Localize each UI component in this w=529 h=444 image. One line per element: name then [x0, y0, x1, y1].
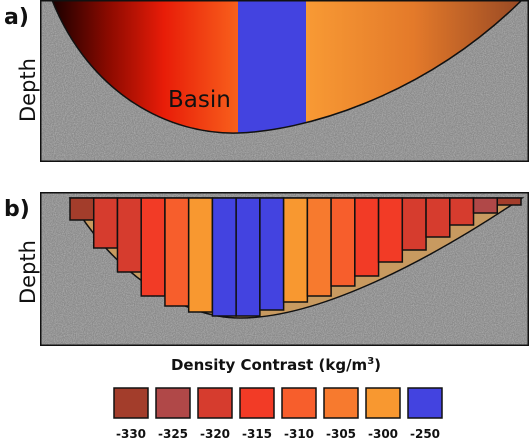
panel-label: b)	[4, 197, 30, 222]
axis-label: Depth	[16, 58, 40, 122]
prism	[331, 198, 355, 286]
legend-label: -250	[410, 427, 440, 440]
prism	[379, 198, 403, 262]
legend-swatch	[324, 388, 358, 418]
prism	[307, 198, 331, 296]
legend-swatch	[198, 388, 232, 418]
prism	[497, 198, 521, 205]
legend-swatch	[282, 388, 316, 418]
legend-label: -320	[200, 427, 230, 440]
prism	[355, 198, 379, 276]
legend-label: -310	[284, 427, 314, 440]
prism	[284, 198, 308, 302]
prism	[212, 198, 236, 316]
prism	[189, 198, 213, 312]
prism	[426, 198, 450, 237]
figure: a) Depth Basin b) Depth Density Contrast…	[0, 0, 529, 440]
basin-label: Basin	[168, 87, 231, 113]
legend-label: -330	[116, 427, 146, 440]
prism	[70, 198, 94, 220]
prism	[165, 198, 189, 306]
panel-label: a)	[4, 5, 29, 30]
legend-swatch	[156, 388, 190, 418]
legend-label: -305	[326, 427, 356, 440]
legend-label: -300	[368, 427, 398, 440]
legend-title-end: )	[374, 356, 381, 374]
prism	[94, 198, 118, 248]
prism	[260, 198, 284, 310]
legend-swatch	[366, 388, 400, 418]
prism	[141, 198, 165, 296]
prism	[402, 198, 426, 250]
legend-title: Density Contrast (kg/m3)	[171, 356, 381, 374]
legend-title-sup: 3	[367, 356, 374, 367]
prism	[450, 198, 474, 225]
prism	[117, 198, 141, 272]
legend-swatch	[408, 388, 442, 418]
legend: -330 -325 -320 -315 -310 -305 -300 -250	[114, 388, 442, 440]
legend-label: -325	[158, 427, 188, 440]
prism	[474, 198, 498, 213]
legend-title-text: Density Contrast (kg/m	[171, 356, 367, 374]
legend-swatch	[240, 388, 274, 418]
legend-label: -315	[242, 427, 272, 440]
legend-swatch	[114, 388, 148, 418]
prism	[236, 198, 260, 316]
axis-label: Depth	[16, 240, 40, 304]
